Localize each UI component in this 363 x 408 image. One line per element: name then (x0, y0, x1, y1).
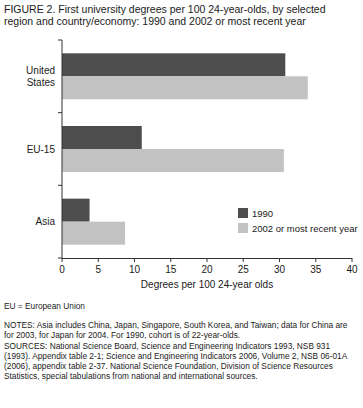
bars (62, 53, 308, 244)
x-axis-label: Degrees per 100 24-year olds (141, 279, 273, 290)
category-divider (58, 112, 62, 113)
x-tick-label: 25 (238, 264, 250, 275)
category-label-line: United (26, 65, 55, 76)
annotation: NOTES: Asia includes China, Japan, Singa… (4, 321, 358, 341)
bar (62, 222, 125, 245)
x-tick (243, 258, 244, 262)
x-tick (279, 258, 280, 262)
annotation: SOURCES: National Science Board, Science… (4, 342, 358, 381)
x-tick-label: 10 (129, 264, 141, 275)
chart-title: FIGURE 2. First university degrees per 1… (4, 3, 356, 27)
x-tick-label: 35 (310, 264, 322, 275)
bar (62, 53, 285, 76)
legend-swatch (238, 223, 248, 233)
x-tick (134, 258, 135, 262)
x-tick-label: 20 (201, 264, 213, 275)
category-label: Asia (36, 216, 56, 227)
bar (62, 126, 142, 149)
bar (62, 199, 90, 222)
legend-label: 1990 (252, 208, 273, 219)
x-tick (98, 258, 99, 262)
annotation: EU = European Union (4, 302, 358, 312)
bar (62, 76, 308, 99)
category-label-line: States (27, 77, 55, 88)
x-tick (315, 258, 316, 262)
x-tick-label: 40 (346, 264, 358, 275)
x-tick-label: 15 (165, 264, 177, 275)
x-tick (352, 258, 353, 262)
notes: EU = European Union NOTES: Asia includes … (4, 302, 358, 384)
y-axis (62, 40, 63, 258)
x-tick-label: 30 (274, 264, 286, 275)
category-label: EU-15 (27, 144, 56, 155)
x-tick-label: 0 (59, 264, 65, 275)
x-tick (170, 258, 171, 262)
category-label-line: EU-15 (27, 144, 56, 155)
category-divider (58, 258, 62, 259)
category-label: UnitedStates (26, 65, 55, 88)
category-divider (58, 40, 62, 41)
x-tick-label: 5 (95, 264, 101, 275)
legend-label: 2002 or most recent year (252, 223, 358, 234)
category-label-line: Asia (36, 216, 56, 227)
x-tick (62, 258, 63, 262)
x-tick (207, 258, 208, 262)
category-divider (58, 185, 62, 186)
bar (62, 149, 284, 172)
legend-swatch (238, 208, 248, 218)
